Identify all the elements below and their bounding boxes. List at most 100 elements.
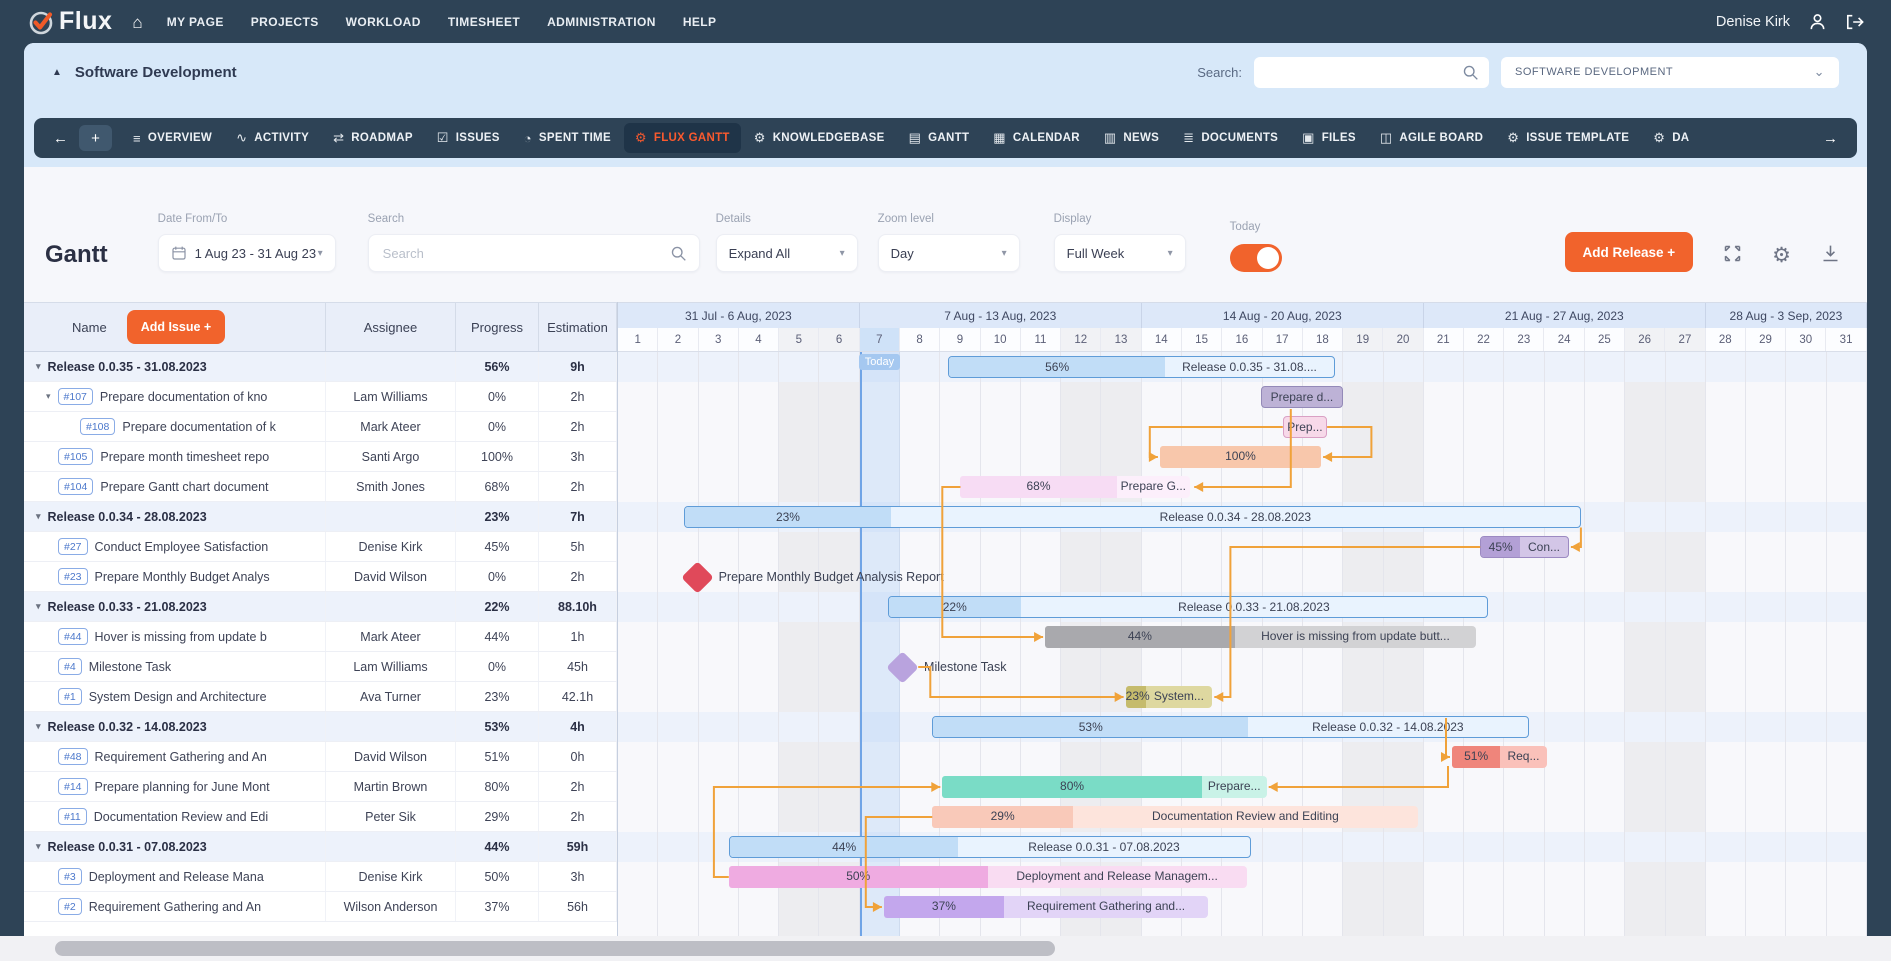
issue-id-badge[interactable]: #104 bbox=[58, 478, 94, 495]
table-row-release[interactable]: ▾ Release 0.0.33 - 21.08.2023 22% 88.10h bbox=[24, 592, 617, 622]
tab-spent-time[interactable]: ◔ SPENT TIME bbox=[513, 124, 622, 153]
table-row-task[interactable]: #4 Milestone Task Lam Williams 0% 45h bbox=[24, 652, 617, 682]
gantt-bar-task[interactable]: 37% Requirement Gathering and... bbox=[883, 896, 1209, 918]
collapse-row-icon[interactable]: ▾ bbox=[46, 391, 51, 401]
collapse-row-icon[interactable]: ▾ bbox=[36, 841, 41, 851]
gantt-bar-release[interactable]: 22% Release 0.0.33 - 21.08.2023 bbox=[887, 596, 1489, 618]
tab-news[interactable]: ▥ NEWS bbox=[1093, 123, 1170, 153]
nav-item-workload[interactable]: WORKLOAD bbox=[345, 14, 421, 29]
header-search-input[interactable] bbox=[1264, 64, 1462, 80]
search-icon[interactable] bbox=[1462, 64, 1479, 81]
table-row-task[interactable]: #14 Prepare planning for June Mont Martin … bbox=[24, 772, 617, 802]
gantt-milestone[interactable] bbox=[680, 561, 714, 594]
nav-item-help[interactable]: HELP bbox=[682, 14, 717, 29]
tab-issues[interactable]: ☑ ISSUES bbox=[426, 123, 511, 153]
tabs-scroll-left-icon[interactable]: ← bbox=[53, 129, 68, 147]
tab-files[interactable]: ▣ FILES bbox=[1291, 123, 1367, 153]
display-select[interactable]: Full Week ▾ bbox=[1053, 234, 1186, 272]
tab-calendar[interactable]: ▦ CALENDAR bbox=[982, 123, 1091, 153]
add-release-button[interactable]: Add Release + bbox=[1564, 232, 1694, 272]
tab-flux-gantt[interactable]: ⚙ FLUX GANTT bbox=[623, 123, 741, 153]
issue-id-badge[interactable]: #107 bbox=[57, 388, 93, 405]
add-issue-button[interactable]: Add Issue + bbox=[126, 310, 226, 344]
gear-icon[interactable]: ⚙ bbox=[1772, 244, 1791, 267]
table-row-release[interactable]: ▾ Release 0.0.34 - 28.08.2023 23% 7h bbox=[24, 502, 617, 532]
issue-id-badge[interactable]: #1 bbox=[58, 688, 82, 705]
issue-id-badge[interactable]: #108 bbox=[80, 418, 116, 435]
gantt-bar-task[interactable]: 23% System... bbox=[1125, 686, 1213, 708]
search-icon[interactable] bbox=[670, 245, 687, 262]
gantt-search-input[interactable] bbox=[380, 244, 670, 262]
gantt-bar-task[interactable]: 100% bbox=[1159, 446, 1322, 468]
table-row-task[interactable]: #23 Prepare Monthly Budget Analys David Wi… bbox=[24, 562, 617, 592]
collapse-row-icon[interactable]: ▾ bbox=[36, 361, 41, 371]
tab-issue-template[interactable]: ⚙ ISSUE TEMPLATE bbox=[1496, 123, 1640, 153]
nav-item-my-page[interactable]: MY PAGE bbox=[166, 14, 224, 29]
tab-gantt[interactable]: ▤ GANTT bbox=[898, 123, 981, 153]
gantt-bar-task[interactable]: 50% Deployment and Release Managem... bbox=[728, 866, 1247, 888]
table-row-task[interactable]: #108 Prepare documentation of k Mark Ateer… bbox=[24, 412, 617, 442]
collapse-project-icon[interactable]: ▲ bbox=[52, 66, 62, 78]
issue-id-badge[interactable]: #23 bbox=[58, 568, 88, 585]
table-row-task[interactable]: #48 Requirement Gathering and An David Wil… bbox=[24, 742, 617, 772]
fullscreen-icon[interactable] bbox=[1722, 243, 1743, 272]
scrollbar-thumb[interactable] bbox=[55, 941, 1055, 956]
gantt-bar-release[interactable]: 56% Release 0.0.35 - 31.08.... bbox=[948, 356, 1336, 378]
add-tab-button[interactable]: + bbox=[79, 125, 112, 151]
nav-item-administration[interactable]: ADMINISTRATION bbox=[547, 14, 656, 29]
date-range-picker[interactable]: 1 Aug 23 - 31 Aug 23 ▾ bbox=[157, 234, 336, 272]
issue-id-badge[interactable]: #48 bbox=[58, 748, 88, 765]
issue-id-badge[interactable]: #4 bbox=[58, 658, 82, 675]
tab-knowledgebase[interactable]: ⚙ KNOWLEDGEBASE bbox=[743, 123, 896, 153]
gantt-bar-task[interactable]: 80% Prepare... bbox=[942, 776, 1267, 798]
gantt-bar-task[interactable]: Prep... bbox=[1282, 416, 1328, 438]
gantt-bar-task[interactable]: 68% Prepare G... bbox=[960, 476, 1191, 498]
issue-id-badge[interactable]: #105 bbox=[58, 448, 94, 465]
nav-item-timesheet[interactable]: TIMESHEET bbox=[447, 14, 521, 29]
gantt-bar-release[interactable]: 53% Release 0.0.32 - 14.08.2023 bbox=[932, 716, 1529, 738]
table-row-task[interactable]: #27 Conduct Employee Satisfaction Denise K… bbox=[24, 532, 617, 562]
table-row-release[interactable]: ▾ Release 0.0.35 - 31.08.2023 56% 9h bbox=[24, 352, 617, 382]
flux-logo[interactable]: Flux bbox=[26, 7, 112, 37]
table-row-release[interactable]: ▾ Release 0.0.31 - 07.08.2023 44% 59h bbox=[24, 832, 617, 862]
zoom-level-select[interactable]: Day ▾ bbox=[877, 234, 1020, 272]
issue-id-badge[interactable]: #2 bbox=[58, 898, 82, 915]
table-row-task[interactable]: ▾ #107 Prepare documentation of kno Lam Wil… bbox=[24, 382, 617, 412]
nav-item-projects[interactable]: PROJECTS bbox=[250, 14, 319, 29]
tab-documents[interactable]: ≣ DOCUMENTS bbox=[1172, 123, 1289, 153]
tab-activity[interactable]: ∿ ACTIVITY bbox=[225, 123, 320, 153]
gantt-bar-release[interactable]: 23% Release 0.0.34 - 28.08.2023 bbox=[684, 506, 1581, 528]
logout-icon[interactable] bbox=[1845, 13, 1865, 31]
tabs-scroll-right-icon[interactable]: → bbox=[1823, 129, 1838, 147]
issue-id-badge[interactable]: #27 bbox=[58, 538, 88, 555]
table-row-task[interactable]: #3 Deployment and Release Mana Denise Kirk… bbox=[24, 862, 617, 892]
tab-agile-board[interactable]: ◫ AGILE BOARD bbox=[1369, 123, 1494, 153]
issue-id-badge[interactable]: #11 bbox=[58, 808, 87, 825]
download-icon[interactable] bbox=[1820, 243, 1841, 272]
gantt-bar-task[interactable]: 45% Con... bbox=[1480, 536, 1569, 558]
issue-id-badge[interactable]: #44 bbox=[58, 628, 88, 645]
user-name[interactable]: Denise Kirk bbox=[1715, 13, 1790, 30]
collapse-row-icon[interactable]: ▾ bbox=[36, 511, 41, 521]
project-title[interactable]: ▲ Software Development bbox=[52, 64, 237, 81]
gantt-bar-task[interactable]: 51% Req... bbox=[1452, 746, 1547, 768]
gantt-bar-task[interactable]: 29% Documentation Review and Editing bbox=[932, 806, 1418, 828]
gantt-bar-task[interactable]: 44% Hover is missing from update butt... bbox=[1045, 626, 1477, 648]
user-icon[interactable] bbox=[1808, 12, 1827, 31]
gantt-bar-release[interactable]: 44% Release 0.0.31 - 07.08.2023 bbox=[728, 836, 1251, 858]
home-icon[interactable]: ⌂ bbox=[132, 12, 143, 32]
table-row-task[interactable]: #1 System Design and Architecture Ava Turn… bbox=[24, 682, 617, 712]
issue-id-badge[interactable]: #3 bbox=[58, 868, 82, 885]
collapse-row-icon[interactable]: ▾ bbox=[36, 721, 41, 731]
tab-da[interactable]: ⚙ DA bbox=[1642, 123, 1700, 153]
project-select[interactable]: SOFTWARE DEVELOPMENT ⌄ bbox=[1501, 56, 1839, 88]
table-row-task[interactable]: #44 Hover is missing from update b Mark At… bbox=[24, 622, 617, 652]
gantt-bar-task[interactable]: Prepare d... bbox=[1260, 386, 1344, 408]
table-row-task[interactable]: #104 Prepare Gantt chart document Smith Jo… bbox=[24, 472, 617, 502]
table-row-task[interactable]: #105 Prepare month timesheet repo Santi Ar… bbox=[24, 442, 617, 472]
table-row-task[interactable]: #11 Documentation Review and Edi Peter Sik… bbox=[24, 802, 617, 832]
tab-overview[interactable]: ≡ OVERVIEW bbox=[122, 124, 223, 153]
issue-id-badge[interactable]: #14 bbox=[58, 778, 88, 795]
table-row-release[interactable]: ▾ Release 0.0.32 - 14.08.2023 53% 4h bbox=[24, 712, 617, 742]
tab-roadmap[interactable]: ⇄ ROADMAP bbox=[322, 123, 424, 153]
